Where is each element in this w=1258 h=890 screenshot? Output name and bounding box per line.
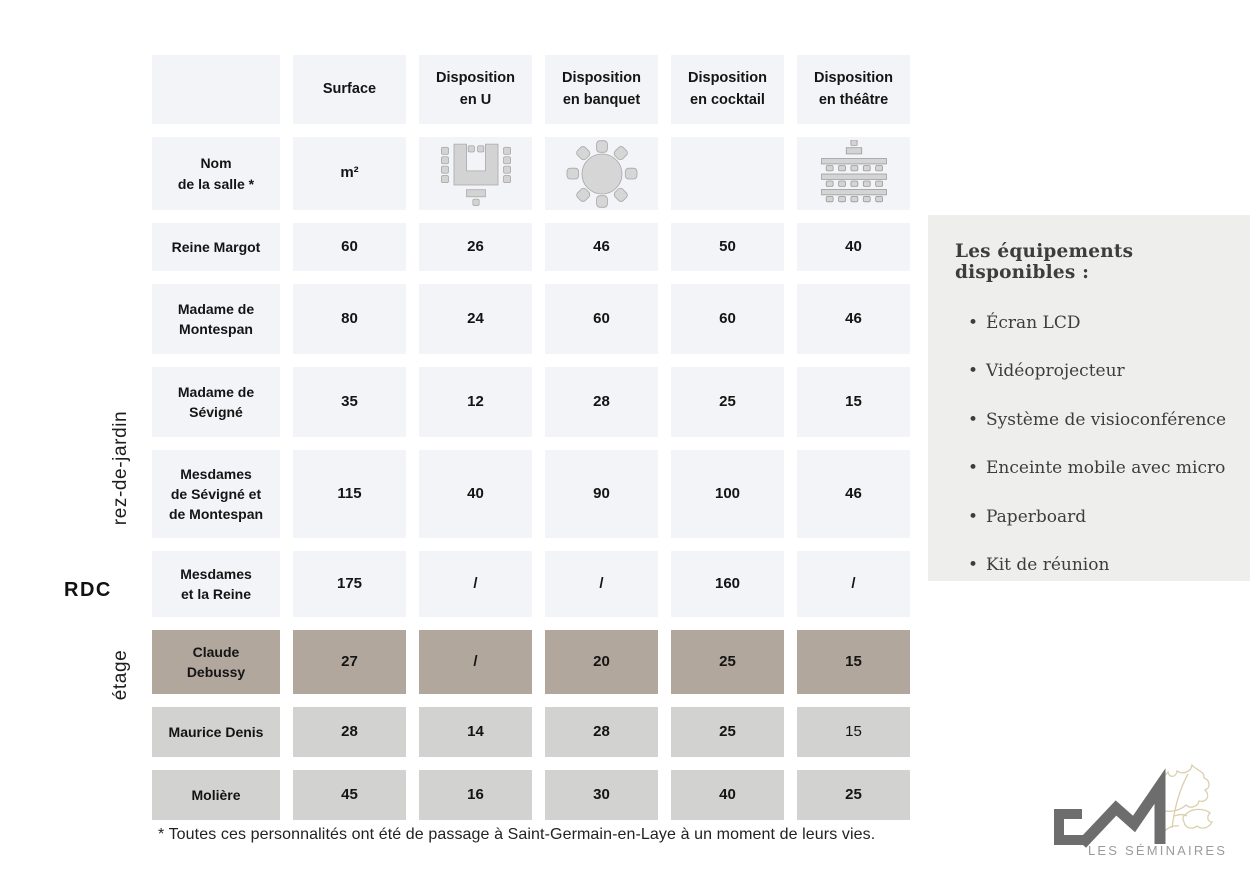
u-layout-icon-cell [419,137,532,210]
u-layout-icon [440,143,511,206]
capacity-u: 14 [419,707,532,757]
col-header-disposition-u: Disposition en U [419,55,532,124]
capacity-theatre: 40 [797,223,910,271]
table-corner-cell [152,55,280,124]
col-header-disposition-theatre: Disposition en théâtre [797,55,910,124]
capacity-theatre: 15 [797,630,910,694]
theatre-layout-icon [820,139,887,202]
floor-label-rdc: RDC [64,579,112,601]
col-header-surface: Surface [293,55,406,124]
floor-label-etage: étage [110,649,131,701]
surface-value: 115 [293,450,406,538]
surface-value: 175 [293,551,406,617]
capacity-theatre: 46 [797,284,910,354]
les-seminaires-logo: LES SÉMINAIRES [1054,763,1226,858]
capacity-theatre: 46 [797,450,910,538]
capacity-banquet: 28 [545,707,658,757]
room-name: Mesdames et la Reine [152,551,280,617]
logo-mark-icon [1054,768,1166,848]
capacity-cocktail: 40 [671,770,784,820]
capacity-cocktail: 25 [671,707,784,757]
capacity-u: 24 [419,284,532,354]
surface-unit-cell: m² [293,137,406,210]
equipment-item: Écran LCD [968,313,1232,334]
capacity-u: 16 [419,770,532,820]
theatre-layout-icon-cell [797,137,910,210]
room-name: Molière [152,770,280,820]
surface-value: 60 [293,223,406,271]
equipment-list: Écran LCD Vidéoprojecteur Système de vis… [968,313,1232,576]
row-header-room-name: Nom de la salle * [152,137,280,210]
equipment-item: Vidéoprojecteur [968,361,1232,382]
logo-text: LES SÉMINAIRES [1088,843,1226,858]
cocktail-layout-empty-cell [671,137,784,210]
surface-value: 80 [293,284,406,354]
surface-value: 27 [293,630,406,694]
room-name: Reine Margot [152,223,280,271]
capacity-theatre: 25 [797,770,910,820]
col-header-disposition-banquet: Disposition en banquet [545,55,658,124]
equipment-panel: Les équipements disponibles : Écran LCD … [928,215,1250,581]
equipment-item: Paperboard [968,507,1232,528]
capacity-cocktail: 25 [671,367,784,437]
room-name: Claude Debussy [152,630,280,694]
capacity-theatre: 15 [797,707,910,757]
capacity-cocktail: 60 [671,284,784,354]
equipment-panel-title: Les équipements disponibles : [955,241,1134,283]
capacity-cocktail: 100 [671,450,784,538]
floor-label-rez-de-jardin: rez-de-jardin [110,410,131,526]
col-header-disposition-cocktail: Disposition en cocktail [671,55,784,124]
capacity-banquet: 28 [545,367,658,437]
banquet-layout-icon-cell [545,137,658,210]
equipment-item: Enceinte mobile avec micro [968,458,1232,479]
equipment-item: Kit de réunion [968,555,1232,576]
oak-leaves-icon [1155,763,1214,833]
surface-value: 28 [293,707,406,757]
capacity-cocktail: 160 [671,551,784,617]
capacity-banquet: / [545,551,658,617]
capacity-banquet: 30 [545,770,658,820]
capacity-u: 26 [419,223,532,271]
room-name: Madame de Sévigné [152,367,280,437]
surface-value: 35 [293,367,406,437]
capacity-u: 12 [419,367,532,437]
equipment-item: Système de visioconférence [968,410,1232,431]
capacity-banquet: 20 [545,630,658,694]
banquet-layout-icon [566,139,637,208]
capacity-theatre: / [797,551,910,617]
surface-value: 45 [293,770,406,820]
capacity-u: / [419,551,532,617]
capacity-cocktail: 50 [671,223,784,271]
room-name: Maurice Denis [152,707,280,757]
capacity-table: Surface Disposition en U Disposition en … [152,55,910,820]
room-name: Mesdames de Sévigné et de Montespan [152,450,280,538]
capacity-cocktail: 25 [671,630,784,694]
capacity-banquet: 90 [545,450,658,538]
capacity-theatre: 15 [797,367,910,437]
footnote: * Toutes ces personnalités ont été de pa… [158,826,876,843]
capacity-banquet: 46 [545,223,658,271]
capacity-u: 40 [419,450,532,538]
capacity-u: / [419,630,532,694]
room-name: Madame de Montespan [152,284,280,354]
capacity-banquet: 60 [545,284,658,354]
